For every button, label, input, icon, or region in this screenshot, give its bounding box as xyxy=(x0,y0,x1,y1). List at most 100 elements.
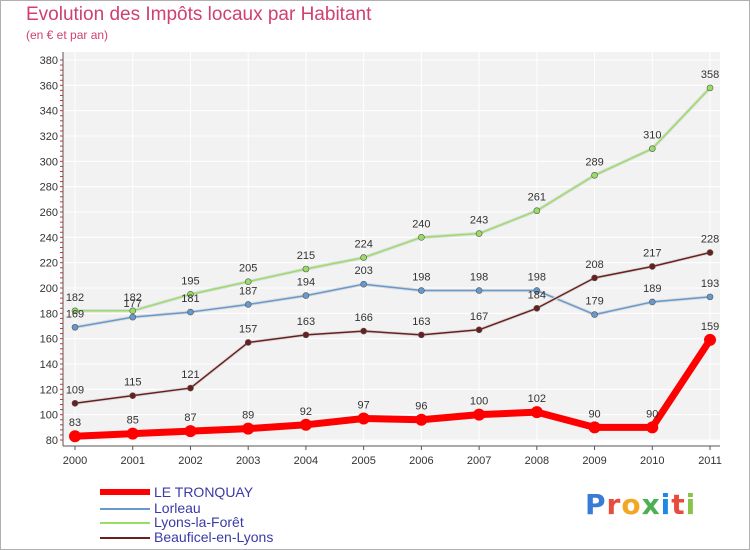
x-tick-label: 2003 xyxy=(236,455,260,467)
data-point xyxy=(129,392,137,399)
data-label: 83 xyxy=(69,417,81,429)
legend-label: LE TRONQUAY xyxy=(154,484,254,500)
data-point xyxy=(71,323,79,331)
legend-swatch xyxy=(100,489,150,495)
logo-letter: x xyxy=(641,488,661,521)
y-tick-label: 260 xyxy=(40,207,58,219)
data-label: 115 xyxy=(124,377,142,389)
data-point xyxy=(126,427,139,440)
data-point xyxy=(706,249,714,256)
data-label: 157 xyxy=(239,323,257,335)
data-point xyxy=(302,292,310,299)
y-tick-label: 100 xyxy=(40,410,58,422)
data-point xyxy=(69,430,81,443)
data-label: 194 xyxy=(297,277,315,289)
data-label: 97 xyxy=(358,399,370,411)
data-point xyxy=(71,399,79,407)
data-label: 102 xyxy=(528,393,546,405)
data-point xyxy=(244,301,252,308)
data-label: 198 xyxy=(412,272,430,284)
y-tick-label: 140 xyxy=(40,359,58,371)
data-point xyxy=(530,406,543,419)
data-point xyxy=(475,287,483,294)
legend-label: Lyons-la-Forêt xyxy=(154,514,244,530)
data-point xyxy=(302,331,310,339)
legend-swatch xyxy=(100,522,150,524)
data-label: 184 xyxy=(528,289,546,301)
data-point xyxy=(533,304,541,312)
data-point xyxy=(242,422,255,435)
series-line-lyons-la-for-t xyxy=(74,87,711,312)
data-label: 163 xyxy=(412,316,430,328)
data-point xyxy=(415,413,428,426)
data-label: 203 xyxy=(354,265,372,277)
y-tick-label: 340 xyxy=(40,106,58,118)
y-tick-label: 360 xyxy=(40,80,58,92)
y-tick-label: 80 xyxy=(46,435,58,447)
data-point xyxy=(244,339,252,346)
data-point xyxy=(71,307,79,315)
data-point xyxy=(591,311,598,318)
legend-swatch xyxy=(100,537,150,539)
data-label: 90 xyxy=(588,408,600,420)
data-label: 182 xyxy=(66,292,84,304)
data-label: 169 xyxy=(66,308,84,320)
data-label: 228 xyxy=(701,234,719,246)
logo-letter: i xyxy=(660,488,672,521)
logo-letter: r xyxy=(606,488,622,521)
data-point xyxy=(418,331,425,339)
data-label: 179 xyxy=(585,296,603,308)
data-label: 198 xyxy=(470,272,488,284)
legend-item-le-tronquay: LE TRONQUAY xyxy=(100,484,360,500)
data-label: 217 xyxy=(643,247,661,259)
data-point xyxy=(591,171,598,179)
legend-label: Beauficel-en-Lyons xyxy=(154,529,274,545)
series-line-lorleau xyxy=(74,283,711,329)
data-label: 109 xyxy=(66,384,84,396)
logo-letter: i xyxy=(685,488,697,521)
y-tick-label: 320 xyxy=(40,131,58,143)
legend-item-lorleau: Lorleau xyxy=(100,500,360,516)
x-tick-label: 2007 xyxy=(467,455,491,467)
x-tick-label: 2011 xyxy=(698,455,722,467)
data-point xyxy=(418,234,425,241)
data-label: 261 xyxy=(528,192,546,204)
data-label: 163 xyxy=(297,316,315,328)
data-label: 240 xyxy=(412,218,430,230)
data-label: 181 xyxy=(181,293,199,305)
x-tick-label: 2006 xyxy=(409,455,433,467)
data-label: 121 xyxy=(181,369,199,381)
data-point xyxy=(588,421,601,434)
data-point xyxy=(418,287,425,294)
x-tick-label: 2008 xyxy=(525,455,549,467)
data-point xyxy=(473,408,486,421)
data-point xyxy=(187,308,194,316)
x-tick-label: 2009 xyxy=(582,455,606,467)
chart-subtitle: (en € et par an) xyxy=(26,28,109,42)
x-tick-label: 2005 xyxy=(351,455,375,467)
data-point xyxy=(302,265,310,273)
data-label: 166 xyxy=(354,312,372,324)
data-point xyxy=(360,327,367,335)
data-point xyxy=(244,278,252,285)
data-point xyxy=(648,298,656,306)
data-label: 90 xyxy=(646,408,658,420)
data-label: 289 xyxy=(585,156,603,168)
data-label: 195 xyxy=(181,275,199,287)
legend-swatch xyxy=(100,508,150,510)
x-tick-label: 2004 xyxy=(294,455,318,467)
series-line-le-tronquay xyxy=(71,336,714,440)
data-point xyxy=(357,412,370,425)
data-point xyxy=(475,230,483,237)
data-label: 85 xyxy=(127,415,139,427)
logo-letter: t xyxy=(671,488,686,521)
y-tick-label: 120 xyxy=(40,384,58,396)
legend-item-lyons-la-foret: Lyons-la-Forêt xyxy=(100,514,360,530)
data-point xyxy=(646,421,659,434)
proxiti-logo: Proxiti xyxy=(585,488,696,521)
logo-letter: o xyxy=(621,488,642,521)
data-point xyxy=(704,333,717,346)
x-tick-label: 2001 xyxy=(120,455,144,467)
legend-label: Lorleau xyxy=(154,500,201,516)
